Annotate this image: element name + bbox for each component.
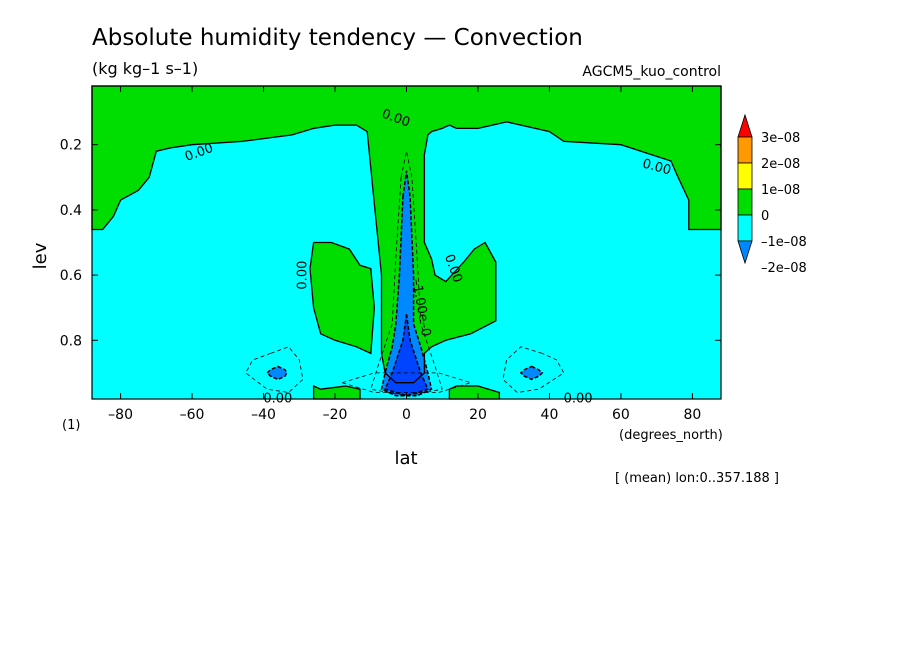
x-tick-label: –60 [180,407,205,423]
x-tick-label: 20 [469,407,487,423]
y-axis: 0.2 0.4 0.6 0.8 [60,138,721,349]
fill-region-positive-mid-left [310,242,375,354]
dataset-label: AGCM5_kuo_control [582,64,721,80]
dashed-contour-line-1 [245,346,304,393]
x-tick-label: –20 [323,407,348,423]
negative-contour-line-2 [384,314,429,397]
x-axis-units: (degrees_north) [619,428,723,443]
y-tick-label: 0.6 [60,268,82,284]
dashed-contour-line-3 [370,151,443,397]
colorbar-segment [737,162,753,190]
x-tick-label: 40 [541,407,559,423]
y-tick-label: 0.8 [60,333,82,349]
colorbar-top-arrow [737,113,753,138]
colorbar-segment [737,136,753,164]
x-tick-label: –40 [251,407,276,423]
x-tick-label: 60 [612,407,630,423]
dashed-contour-line-2 [502,346,565,393]
negative-contour-line-3 [265,365,288,381]
colorbar-level-label: 3e–08 [761,131,800,146]
zero-contour-line-1 [91,85,722,384]
colorbar-bottom-arrow [737,240,753,265]
colorbar-segment [737,214,753,242]
contour-lines [91,85,722,400]
chart-title: Absolute humidity tendency — Convection [92,25,583,51]
contour-labels: 0.000.000.000.000.000.000.00–1.00e–0 [183,107,673,407]
colorbar-level-label: 1e–08 [761,183,800,198]
x-tick-label: –80 [108,407,133,423]
fill-region-strong-negative-core [385,314,428,396]
averaging-note: [ (mean) lon:0..357.188 ] [615,471,779,486]
colorbar: 3e–08 2e–08 1e–08 0 –1e–08 –2e–08 [737,113,807,276]
x-axis: –80 –60 –40 –20 0 20 40 60 80 [108,86,701,423]
y-tick-label: 0.4 [60,203,82,219]
y-axis-label: lev [30,242,51,269]
x-tick-label: 0 [402,407,411,423]
x-axis-label: lat [394,448,417,469]
zero-contour-line-2 [309,241,375,355]
contour-label: 0.00 [295,261,310,290]
colorbar-level-label: –2e–08 [761,261,807,276]
plot-area: 0.000.000.000.000.000.000.00–1.00e–0 [91,85,722,407]
contour-label: 0.00 [641,157,673,179]
y-tick-label: 0.2 [60,138,82,154]
y-axis-units: (1) [62,418,80,433]
colorbar-segment [737,188,753,216]
x-tick-label: 80 [683,407,701,423]
chart-units: (kg kg–1 s–1) [92,59,198,78]
negative-contour-line-4 [519,365,544,381]
colorbar-level-label: –1e–08 [761,235,807,250]
colorbar-level-label: 0 [761,209,769,224]
fill-region-negative-left [267,366,287,380]
colorbar-level-label: 2e–08 [761,157,800,172]
